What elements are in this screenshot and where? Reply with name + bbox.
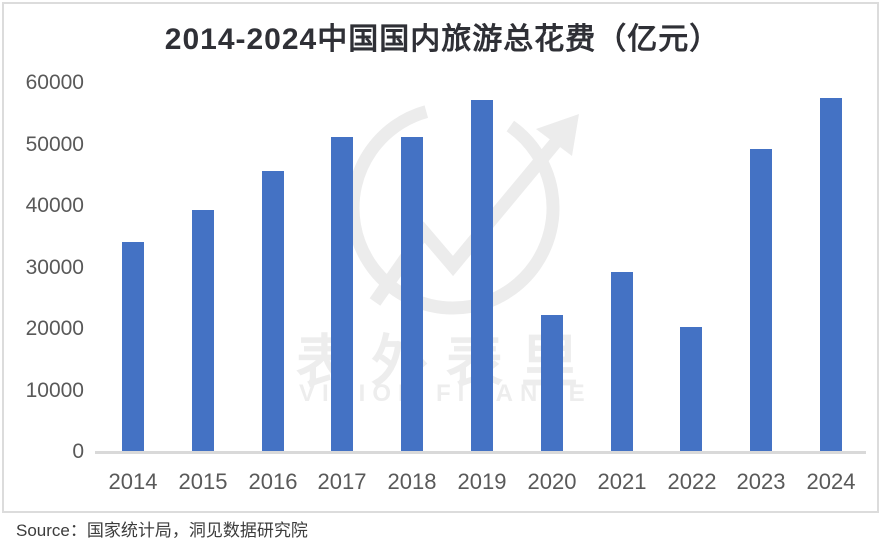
bar-2015 <box>192 210 214 452</box>
x-axis-line <box>95 451 866 454</box>
bar-2021 <box>611 272 633 452</box>
y-axis-tick-label: 30000 <box>25 255 84 279</box>
x-axis-tick-label: 2020 <box>527 469 577 494</box>
bar-2014 <box>122 242 144 452</box>
x-axis-tick-label: 2023 <box>736 469 786 494</box>
y-axis-tick-label: 0 <box>72 440 84 463</box>
x-axis-tick-label: 2019 <box>457 469 507 494</box>
x-axis-tick-label: 2024 <box>806 469 856 494</box>
bar-2024 <box>820 98 842 452</box>
x-axis-tick-label: 2014 <box>108 469 158 494</box>
x-axis-tick-label: 2021 <box>597 469 647 494</box>
bar-2020 <box>541 315 563 452</box>
source-note: Source：国家统计局，洞见数据研究院 <box>16 521 308 540</box>
y-axis-tick-label: 60000 <box>25 71 84 94</box>
bar-2018 <box>401 137 423 452</box>
bar-2016 <box>262 171 284 452</box>
y-axis-tick-label: 10000 <box>25 378 84 402</box>
y-axis-tick-label: 40000 <box>25 194 84 217</box>
chart-title: 2014-2024中国国内旅游总花费（亿元） <box>164 23 721 56</box>
y-axis-tick-label: 20000 <box>25 317 84 340</box>
bar-2022 <box>680 327 702 452</box>
bar-2017 <box>331 137 353 452</box>
y-axis-tick-label: 50000 <box>25 132 84 156</box>
chart-frame <box>2 2 879 513</box>
x-axis-tick-label: 2017 <box>317 469 367 494</box>
x-axis-tick-label: 2015 <box>178 469 228 494</box>
x-axis-tick-label: 2016 <box>248 469 298 494</box>
x-axis-tick-label: 2022 <box>667 469 717 494</box>
bar-2023 <box>750 149 772 452</box>
x-axis-tick-label: 2018 <box>387 469 437 494</box>
bar-2019 <box>471 100 493 452</box>
